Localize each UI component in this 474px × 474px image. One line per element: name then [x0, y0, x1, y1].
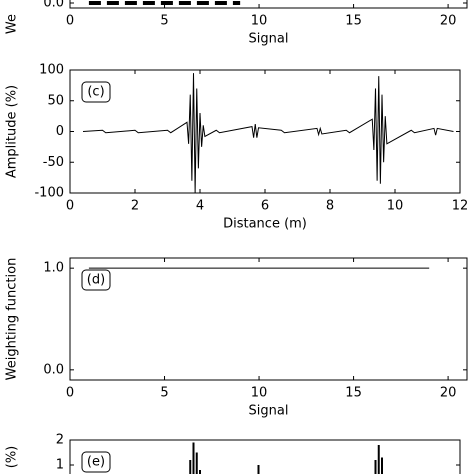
x-tick-label: 20	[440, 386, 457, 401]
y-tick-label: 50	[47, 93, 64, 108]
x-axis-label: Distance (m)	[223, 217, 307, 232]
x-tick-label: 0	[66, 386, 74, 401]
y-tick-label: -50	[43, 155, 64, 170]
x-tick-label: 4	[196, 199, 204, 214]
x-tick-label: 10	[251, 386, 268, 401]
x-tick-label: 0	[66, 14, 74, 29]
x-tick-label: 10	[251, 14, 268, 29]
y-axis-label: Weighting function	[5, 258, 20, 381]
x-axis-label: Signal	[249, 404, 289, 419]
axes-frame	[69, 0, 468, 9]
annotation-box	[81, 81, 111, 103]
x-tick-label: 2	[131, 199, 139, 214]
x-tick-label: 5	[160, 14, 168, 29]
y-axis-label: Amplitude (%)	[5, 85, 20, 178]
y-tick-label: 1.0	[43, 261, 64, 276]
x-tick-label: 12	[452, 199, 469, 214]
axes-frame	[69, 257, 468, 381]
annotation-box	[81, 269, 111, 291]
y-tick-label: 0	[56, 124, 64, 139]
annotation: (c)	[87, 85, 104, 100]
x-axis-label: Signal	[249, 32, 289, 47]
y-tick-label: 1	[56, 458, 64, 473]
annotation-box	[81, 451, 111, 473]
y-tick-label: 100	[39, 63, 64, 78]
x-tick-label: 15	[345, 386, 362, 401]
y-tick-label: 0.0	[43, 362, 64, 377]
annotation: (d)	[87, 273, 105, 288]
x-tick-label: 10	[387, 199, 404, 214]
y-axis-label: (%)	[5, 446, 20, 469]
x-tick-label: 5	[160, 386, 168, 401]
line	[82, 73, 454, 194]
y-axis-label: We	[5, 14, 20, 34]
y-tick-label: -100	[34, 186, 64, 201]
y-tick-label: 0.0	[43, 0, 64, 11]
x-tick-label: 15	[345, 14, 362, 29]
axes-frame	[69, 69, 461, 194]
y-tick-label: 2	[56, 433, 64, 448]
x-tick-label: 8	[326, 199, 334, 214]
x-tick-label: 0	[66, 199, 74, 214]
annotation: (e)	[87, 455, 105, 470]
axes-frame	[69, 439, 461, 474]
x-tick-label: 20	[440, 14, 457, 29]
x-tick-label: 6	[261, 199, 269, 214]
